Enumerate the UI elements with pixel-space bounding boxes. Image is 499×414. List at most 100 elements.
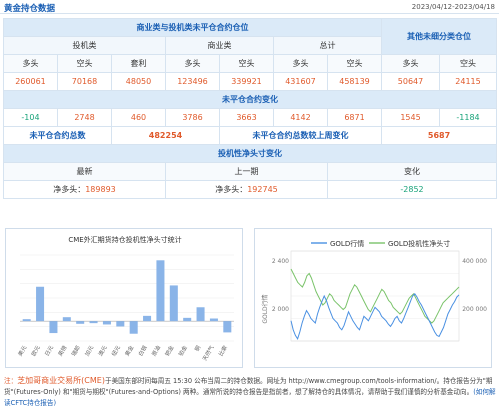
net-previous-cell: 净多头：192745 (165, 180, 328, 199)
net-previous-label: 净多头： (215, 185, 248, 194)
bar-tick-label: 白银 (136, 344, 149, 358)
bar-tick-label: 英镑 (56, 344, 69, 358)
note-text: 于美国东部时间每周五 15:30 公布当周二的持仓数据。网址为 http://w… (4, 377, 493, 396)
change-value: 3663 (219, 108, 274, 127)
position-value: 50647 (381, 72, 441, 91)
bar-tick-label: 澳元 (96, 344, 109, 358)
footnote: 注：芝加哥商业交易所(CME)于美国东部时间每周五 15:30 公布当周二的持仓… (4, 375, 496, 409)
weekly-change-label: 未平仓合约总数较上周变化 (218, 126, 383, 145)
bar (183, 317, 192, 322)
bar-tick-label: 欧元 (29, 344, 42, 358)
bar-tick-label: 美元 (16, 344, 29, 358)
other-header: 其他未细分类仓位 (381, 18, 498, 55)
left-tick: 2 400 (272, 258, 289, 265)
net-latest-label: 净多头： (53, 185, 86, 194)
bar (116, 321, 125, 327)
col-label-row: 多头 空头 套利 多头 空头 多头 空头 多头 空头 (3, 54, 498, 73)
change-value: -1184 (439, 108, 498, 127)
bar (156, 260, 165, 322)
bar-tick-label: 黄金 (123, 344, 136, 358)
change-value: 460 (111, 108, 166, 127)
bar-chart-title: CME外汇期货持仓投机性净头寸统计 (68, 235, 181, 244)
position-value: 339921 (219, 72, 274, 91)
bar-tick-label: 原油 (150, 344, 163, 358)
position-value: 48050 (111, 72, 166, 91)
position-value: 123496 (165, 72, 220, 91)
col-label: 套利 (111, 54, 166, 73)
bar (143, 315, 152, 322)
total-oi-value: 482254 (111, 126, 220, 145)
bar (169, 285, 178, 322)
change-value: 2748 (57, 108, 112, 127)
total-header: 总计 (272, 36, 383, 55)
bar (209, 318, 218, 322)
net-long-line (290, 268, 460, 324)
change-value: 3786 (165, 108, 220, 127)
gold-price-line (290, 293, 460, 340)
note-source-name: 芝加哥商业交易所(CME) (17, 376, 105, 385)
bar-tick-label: 比索 (217, 344, 230, 358)
bar (49, 321, 58, 334)
total-oi-label: 未平仓合约总数 (3, 126, 112, 145)
gold-price-chart: GOLD行情 GOLD投机性净头寸 GOLD行情 2 400 2 000 400… (254, 228, 492, 368)
net-previous-value: 192745 (247, 185, 278, 194)
change-value: 4142 (273, 108, 328, 127)
left-tick: 2 000 (272, 306, 289, 313)
bar-tick-label: 纽元 (110, 344, 123, 358)
legend-price: GOLD行情 (330, 239, 364, 248)
net-col-change: 变化 (326, 162, 498, 181)
bar-tick-label: 日元 (44, 344, 56, 357)
change-value: 6871 (326, 108, 383, 127)
col-label: 空头 (219, 54, 274, 73)
net-latest-cell: 净多头：189893 (3, 180, 166, 199)
weekly-change-value: 5687 (381, 126, 498, 145)
col-label: 空头 (326, 54, 383, 73)
bar-tick-label: 加元 (83, 344, 96, 358)
bar (196, 307, 205, 322)
left-axis-label: GOLD行情 (261, 294, 269, 323)
col-label: 多头 (3, 54, 58, 73)
line-chart-svg: GOLD行情 GOLD投机性净头寸 GOLD行情 2 400 2 000 400… (261, 239, 487, 342)
position-value: 260061 (3, 72, 58, 91)
position-value: 458139 (326, 72, 383, 91)
positions-table: 商业类与投机类未平仓合约仓位 其他未细分类仓位 投机类 商业类 总计 多头 空头… (2, 18, 498, 199)
bar (22, 319, 31, 322)
change-value: 1545 (381, 108, 441, 127)
bar (223, 321, 232, 333)
commercial-header: 商业类 (165, 36, 274, 55)
bar-chart-svg: CME外汇期货持仓投机性净头寸统计 美元 欧元 日元 英镑 瑞郎 加元 澳元 纽元 黄金 白银 原油… (16, 235, 234, 363)
bar (89, 321, 98, 324)
col-label: 多头 (273, 54, 328, 73)
bar-tick-label: 钯金 (163, 344, 176, 358)
col-label: 空头 (57, 54, 112, 73)
change-value: -104 (3, 108, 58, 127)
bar (62, 317, 71, 322)
position-value: 431607 (273, 72, 328, 91)
legend-net: GOLD投机性净头寸 (388, 239, 450, 248)
page-title: 黄金持仓数据 (4, 4, 56, 14)
bar (76, 321, 85, 324)
right-tick: 200 000 (462, 306, 487, 313)
col-label: 多头 (165, 54, 220, 73)
date-range: 2023/04/12-2023/04/18 (411, 3, 495, 11)
change-values-row: -104 2748 460 3786 3663 4142 6871 1545 -… (3, 108, 498, 127)
bar-tick-label: 天然气 (200, 344, 215, 363)
change-header: 未平仓合约变化 (2, 90, 498, 109)
note-label: 注： (4, 377, 18, 385)
col-label: 多头 (381, 54, 441, 73)
bar-tick-label: 铜 (193, 344, 203, 353)
group-header: 商业类与投机类未平仓合约仓位 (2, 18, 383, 37)
cftc-guide-link[interactable]: (如何解读CFTC持仓报告) (4, 388, 496, 407)
speculative-header: 投机类 (3, 36, 166, 55)
position-values-row: 260061 70168 48050 123496 339921 431607 … (3, 72, 498, 91)
bar-tick-label: 瑞郎 (69, 344, 82, 358)
right-tick: 400 000 (462, 258, 487, 265)
net-position-header: 投机性净头寸变化 (2, 144, 498, 163)
bar (36, 286, 45, 322)
note-text-2: 帮助于我们谨慎的分析基金动向。 (374, 388, 474, 396)
net-position-bar-chart: CME外汇期货持仓投机性净头寸统计 美元 欧元 日元 英镑 瑞郎 加元 澳元 纽元 黄金 白银 原油… (5, 228, 243, 368)
bar-tick-label: 铂金 (176, 344, 189, 358)
net-col-previous: 上一期 (165, 162, 328, 181)
plot-frame (290, 250, 460, 342)
net-latest-value: 189893 (85, 185, 116, 194)
